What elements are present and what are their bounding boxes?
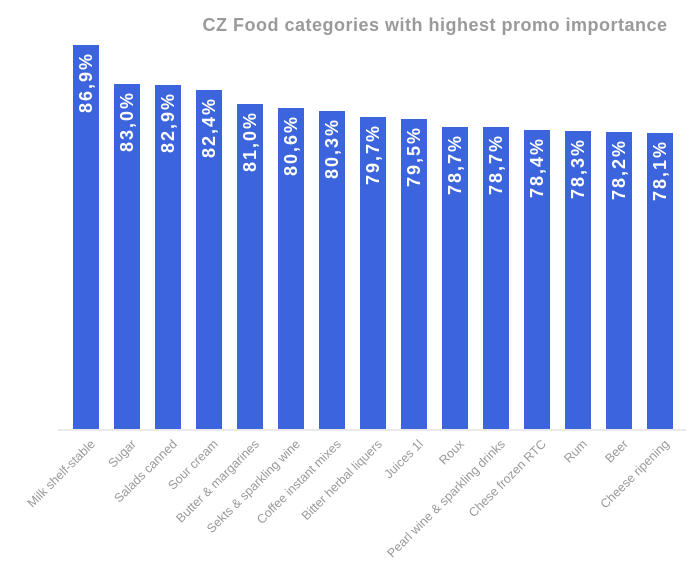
bar-value-label: 80,3% xyxy=(322,118,342,180)
bar: 83,0% xyxy=(114,84,140,429)
bar: 78,2% xyxy=(606,132,632,429)
x-axis-line xyxy=(58,429,686,431)
category-label: Butter & margarines xyxy=(173,437,262,526)
bar-value-label: 78,1% xyxy=(650,140,670,202)
category-label: Chese frozen RTC xyxy=(465,437,549,520)
bar-value-label: 82,4% xyxy=(199,97,219,159)
category-label: Juices 1l xyxy=(381,437,426,482)
bar-value-label: 78,4% xyxy=(527,137,547,199)
bar-value-label: 83,0% xyxy=(117,91,137,153)
category-label: Roux xyxy=(436,437,467,468)
bar-value-label: 82,9% xyxy=(158,92,178,154)
bar: 78,1% xyxy=(647,133,673,429)
bar: 81,0% xyxy=(237,104,263,429)
bar-value-label: 79,7% xyxy=(363,124,383,186)
bar: 79,5% xyxy=(401,119,427,429)
bar: 79,7% xyxy=(360,117,386,429)
chart-title: CZ Food categories with highest promo im… xyxy=(202,15,668,35)
bar-value-label: 78,3% xyxy=(568,138,588,200)
bar: 78,7% xyxy=(442,127,468,429)
bar: 82,9% xyxy=(155,85,181,429)
category-label: Cheese ripening xyxy=(597,437,672,512)
bar: 78,4% xyxy=(524,130,550,429)
category-label: Sekts & sparkling wine xyxy=(204,437,303,536)
bar: 82,4% xyxy=(196,90,222,429)
plot-area: 86,9% Milk shelf-stable 83,0% Sugar 82,9% Sal… xyxy=(25,45,686,560)
bar: 80,6% xyxy=(278,108,304,429)
bar: 80,3% xyxy=(319,111,345,429)
category-label: Sour cream xyxy=(165,437,221,493)
bar-value-label: 78,7% xyxy=(486,134,506,196)
bar-value-label: 78,2% xyxy=(609,139,629,201)
bar-value-label: 86,9% xyxy=(76,52,96,114)
bar-value-label: 80,6% xyxy=(281,115,301,177)
category-label: Rum xyxy=(561,437,590,466)
bar: 78,3% xyxy=(565,131,591,429)
category-label: Salads canned xyxy=(111,437,180,506)
bar-value-label: 79,5% xyxy=(404,126,424,188)
category-label: Beer xyxy=(602,437,631,466)
chart-container: CZ Food categories with highest promo im… xyxy=(24,15,686,561)
category-label: Pearl wine & sparkling drinks xyxy=(384,437,508,561)
category-label: Coffee instant mixes xyxy=(254,437,344,527)
bar-value-label: 78,7% xyxy=(445,134,465,196)
bar: 78,7% xyxy=(483,127,509,429)
category-label: Bitter herbal liquers xyxy=(298,437,385,524)
bar-value-label: 81,0% xyxy=(240,111,260,173)
bar: 86,9% xyxy=(73,45,99,429)
